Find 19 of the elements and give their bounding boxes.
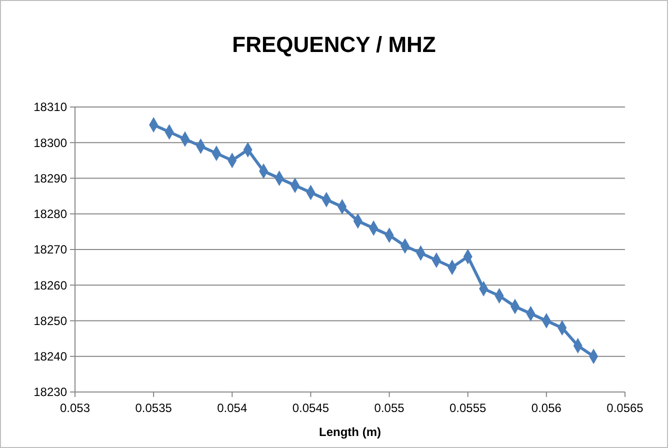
- x-tick-label: 0.0545: [292, 401, 330, 415]
- y-tick-label: 18300: [34, 136, 68, 150]
- y-tick-label: 18240: [34, 350, 68, 364]
- x-axis-title: Length (m): [319, 425, 381, 439]
- y-tick-label: 18270: [34, 242, 68, 257]
- y-tick-label: 18250: [34, 314, 68, 328]
- x-tick-label: 0.056: [531, 401, 562, 415]
- y-tick-label: 18290: [34, 171, 68, 186]
- chart-title: FREQUENCY / MHZ: [232, 32, 436, 57]
- y-tick-label: 18260: [34, 278, 68, 292]
- x-tick-label: 0.053: [60, 401, 90, 415]
- y-tick-label: 18280: [34, 207, 68, 222]
- x-tick-label: 0.055: [374, 401, 405, 415]
- x-tick-label: 0.0535: [135, 401, 172, 415]
- y-tick-label: 18310: [34, 100, 68, 114]
- x-tick-label: 0.054: [217, 401, 248, 415]
- x-tick-label: 0.0555: [450, 401, 487, 415]
- y-tick-label: 18230: [34, 385, 68, 400]
- x-tick-label: 0.0565: [606, 401, 644, 415]
